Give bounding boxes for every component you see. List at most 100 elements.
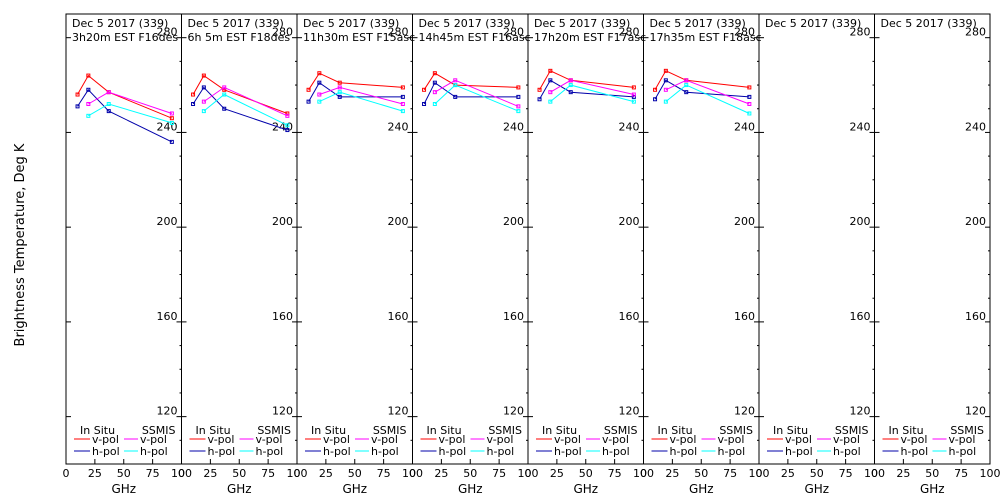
y-tick-label: 160 (503, 310, 524, 323)
y-tick-label: 240 (388, 120, 409, 133)
x-tick-label: 0 (756, 467, 763, 480)
y-tick-label: 200 (619, 215, 640, 228)
series-line-1 (540, 71, 634, 90)
x-axis-label: GHz (111, 482, 136, 496)
x-tick-label: 75 (261, 467, 275, 480)
panel-frame (759, 14, 875, 464)
x-axis-label: GHz (573, 482, 598, 496)
series-line-4 (319, 92, 403, 111)
legend-label-insitu-hpol: h-pol (439, 445, 467, 458)
legend-label-ssmis-hpol: h-pol (833, 445, 861, 458)
legend-label-insitu-hpol: h-pol (323, 445, 351, 458)
panel-title: Dec 5 2017 (339) (188, 17, 284, 30)
x-tick-label: 50 (348, 467, 362, 480)
x-tick-label: 75 (377, 467, 391, 480)
y-tick-label: 200 (965, 215, 986, 228)
y-tick-label: 120 (272, 405, 293, 418)
y-tick-label: 120 (734, 405, 755, 418)
y-tick-label: 160 (965, 310, 986, 323)
series-line-3 (435, 80, 519, 106)
y-tick-label: 120 (965, 405, 986, 418)
x-tick-label: 25 (550, 467, 564, 480)
chart-panel-2: Dec 5 2017 (339)6h 5m EST F18des12016020… (178, 14, 308, 496)
data-point (192, 103, 195, 106)
y-tick-label: 200 (388, 215, 409, 228)
x-tick-label: 50 (925, 467, 939, 480)
x-tick-label: 50 (694, 467, 708, 480)
x-tick-label: 75 (839, 467, 853, 480)
x-tick-label: 0 (525, 467, 532, 480)
legend-label-ssmis-hpol: h-pol (371, 445, 399, 458)
panel-title: Dec 5 2017 (339) (650, 17, 746, 30)
series-line-3 (666, 80, 750, 104)
x-axis-label: GHz (458, 482, 483, 496)
x-tick-label: 25 (781, 467, 795, 480)
y-tick-label: 280 (272, 26, 293, 39)
x-tick-label: 25 (665, 467, 679, 480)
legend-label-insitu-hpol: h-pol (901, 445, 929, 458)
legend-label-ssmis-hpol: h-pol (949, 445, 977, 458)
data-point (423, 88, 426, 91)
y-tick-label: 160 (850, 310, 871, 323)
x-tick-label: 75 (146, 467, 160, 480)
legend-label-ssmis-hpol: h-pol (602, 445, 630, 458)
x-tick-label: 50 (117, 467, 131, 480)
y-tick-label: 280 (734, 26, 755, 39)
x-tick-label: 100 (980, 467, 1000, 480)
y-tick-label: 200 (734, 215, 755, 228)
data-point (307, 88, 310, 91)
legend-label-ssmis-hpol: h-pol (718, 445, 746, 458)
y-tick-label: 280 (619, 26, 640, 39)
panel-title: Dec 5 2017 (339) (534, 17, 630, 30)
y-tick-label: 120 (157, 405, 178, 418)
x-tick-label: 0 (871, 467, 878, 480)
legend-label-insitu-hpol: h-pol (670, 445, 698, 458)
data-point (192, 93, 195, 96)
panel-title: Dec 5 2017 (339) (419, 17, 515, 30)
legend-label-ssmis-hpol: h-pol (140, 445, 168, 458)
y-tick-label: 160 (272, 310, 293, 323)
chart-panel-3: Dec 5 2017 (339)11h30m EST F15asc1201602… (294, 14, 424, 496)
panel-frame (182, 14, 298, 464)
x-tick-label: 25 (88, 467, 102, 480)
y-tick-label: 200 (850, 215, 871, 228)
y-tick-label: 160 (619, 310, 640, 323)
y-tick-label: 280 (157, 26, 178, 39)
legend-label-insitu-hpol: h-pol (208, 445, 236, 458)
x-tick-label: 75 (723, 467, 737, 480)
data-point (307, 100, 310, 103)
y-tick-label: 280 (503, 26, 524, 39)
y-tick-label: 160 (157, 310, 178, 323)
chart-panel-4: Dec 5 2017 (339)14h45m EST F16asc1201602… (409, 14, 539, 496)
series-line-2 (309, 83, 403, 102)
y-tick-label: 120 (850, 405, 871, 418)
x-tick-label: 50 (810, 467, 824, 480)
y-tick-label: 240 (734, 120, 755, 133)
x-tick-label: 0 (640, 467, 647, 480)
x-tick-label: 25 (319, 467, 333, 480)
x-tick-label: 75 (608, 467, 622, 480)
panel-title: Dec 5 2017 (339) (72, 17, 168, 30)
y-tick-label: 160 (388, 310, 409, 323)
x-tick-label: 25 (434, 467, 448, 480)
x-tick-label: 0 (63, 467, 70, 480)
y-tick-label: 120 (619, 405, 640, 418)
panel-frame (66, 14, 182, 464)
x-axis-label: GHz (920, 482, 945, 496)
y-tick-label: 240 (965, 120, 986, 133)
x-axis-label: GHz (342, 482, 367, 496)
legend-label-ssmis-hpol: h-pol (256, 445, 284, 458)
x-tick-label: 0 (178, 467, 185, 480)
series-line-1 (309, 73, 403, 90)
y-tick-label: 240 (619, 120, 640, 133)
data-point (423, 103, 426, 106)
legend-label-ssmis-hpol: h-pol (487, 445, 515, 458)
y-tick-label: 200 (272, 215, 293, 228)
x-tick-label: 0 (409, 467, 416, 480)
chart-panel-6: Dec 5 2017 (339)17h35m EST F18asc1201602… (640, 14, 770, 496)
series-line-1 (655, 71, 749, 90)
series-line-2 (655, 80, 749, 99)
x-axis-label: GHz (689, 482, 714, 496)
y-tick-label: 120 (388, 405, 409, 418)
